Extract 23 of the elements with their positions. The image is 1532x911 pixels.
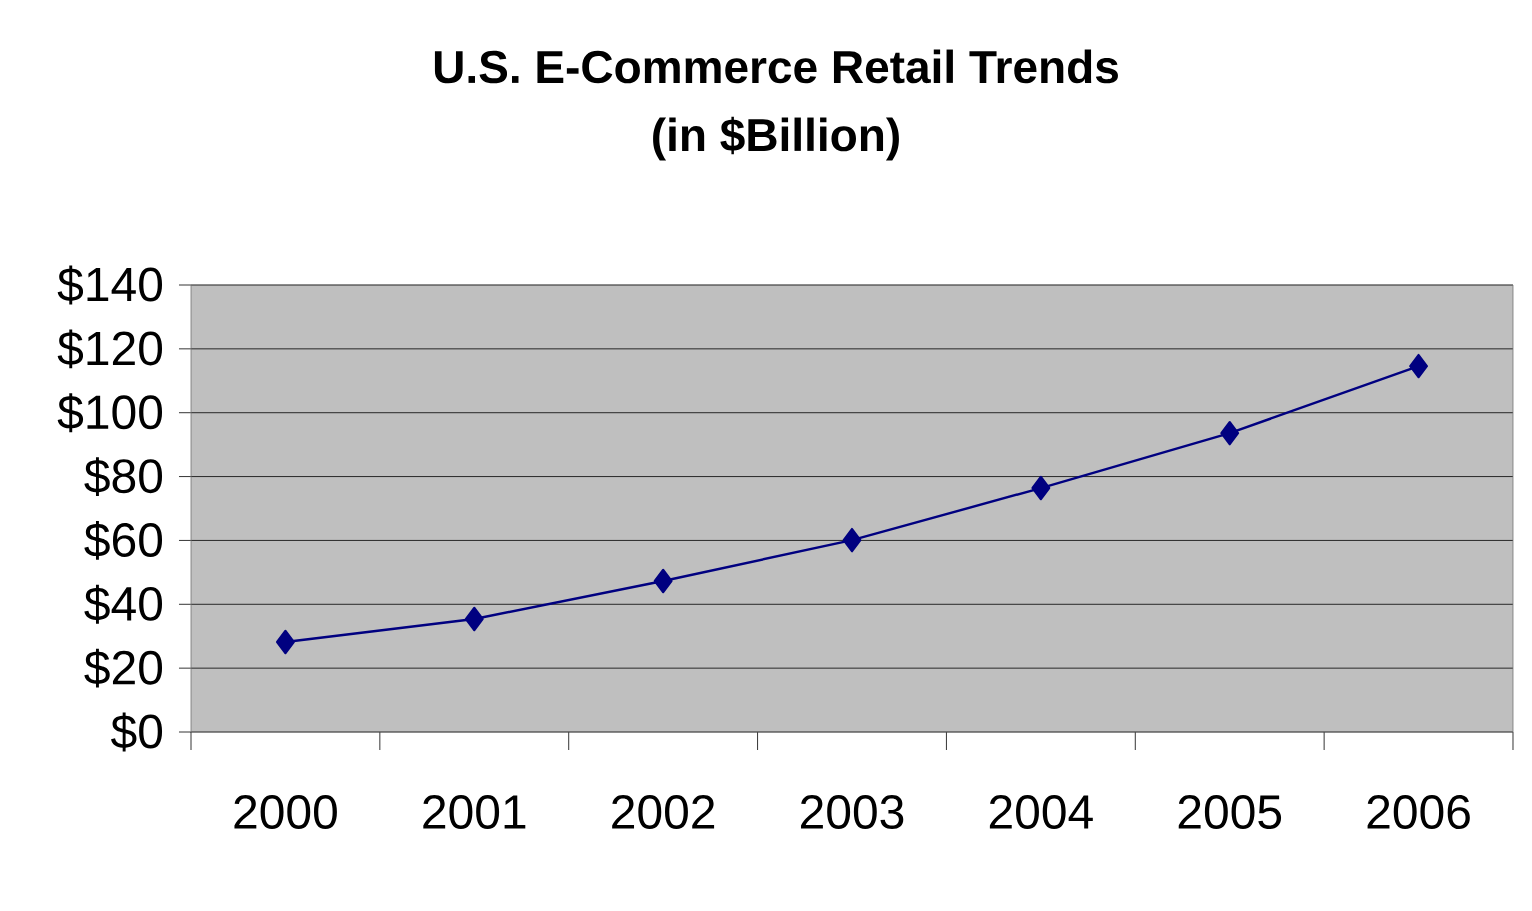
x-tick-label: 2000 bbox=[234, 795, 337, 830]
x-tick-label: 2003 bbox=[801, 795, 904, 830]
point bbox=[842, 527, 862, 553]
y-tick-label: $20 bbox=[84, 648, 163, 688]
x-tick-label: 2002 bbox=[612, 795, 715, 830]
point bbox=[1220, 420, 1240, 446]
x-tick-label: 2001 bbox=[423, 795, 526, 830]
y-tick-label: $60 bbox=[84, 520, 163, 560]
chart-title: U.S. E-Commerce Retail Trends (in $Billion) bbox=[434, 49, 1118, 161]
y-tick-label: $120 bbox=[57, 329, 163, 369]
y-tick-label: $40 bbox=[84, 584, 163, 624]
y-tick-label: $0 bbox=[111, 712, 163, 752]
x-tick-label: 2004 bbox=[989, 795, 1093, 830]
y-tick-label: $100 bbox=[57, 393, 163, 433]
x-tick-label: 2005 bbox=[1178, 795, 1282, 830]
point bbox=[275, 629, 295, 655]
point bbox=[653, 568, 673, 594]
point bbox=[464, 606, 484, 632]
point bbox=[1409, 353, 1429, 379]
point bbox=[1031, 475, 1051, 501]
y-tick-label: $140 bbox=[57, 265, 163, 305]
x-tick-label: 2006 bbox=[1367, 795, 1470, 830]
y-tick-label: $80 bbox=[84, 457, 163, 496]
